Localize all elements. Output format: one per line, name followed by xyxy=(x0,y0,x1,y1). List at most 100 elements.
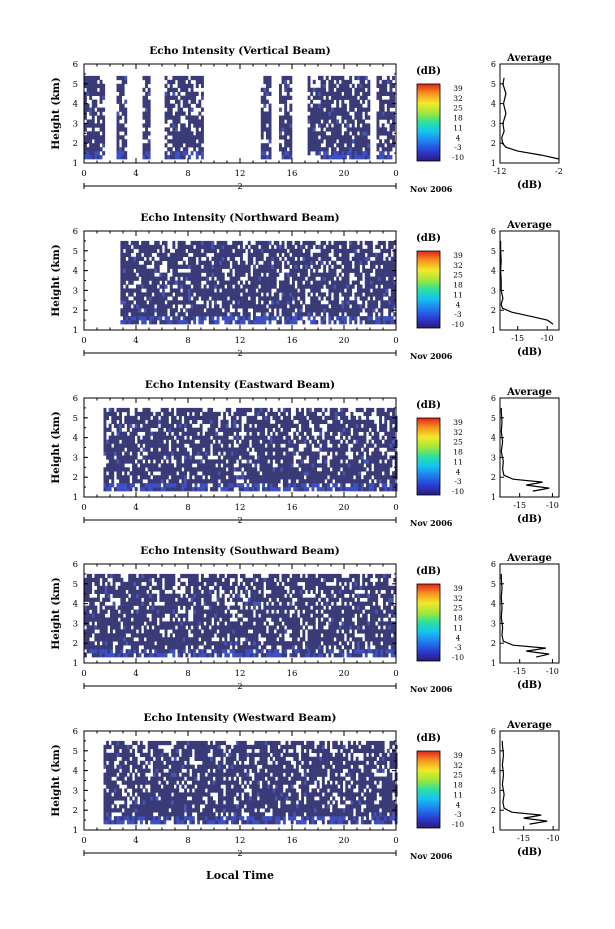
heatmap-cell xyxy=(342,439,346,444)
heatmap-cell xyxy=(359,79,363,85)
heatmap-cell xyxy=(207,411,211,417)
heatmap-cell xyxy=(234,264,238,269)
heatmap-cell xyxy=(318,95,321,100)
heatmap-cell xyxy=(229,256,233,261)
heatmap-cell xyxy=(354,111,358,116)
heatmap-cell xyxy=(334,427,338,432)
heatmap-cell xyxy=(133,256,137,261)
heatmap-cell xyxy=(206,292,210,297)
heatmap-cell xyxy=(359,284,363,289)
heatmap-cell xyxy=(307,316,311,321)
heatmap-cell xyxy=(279,248,282,254)
heatmap-cell xyxy=(306,471,310,476)
heatmap-cell xyxy=(312,276,316,281)
heatmap-cell xyxy=(370,268,373,273)
heatmap-cell xyxy=(271,300,275,305)
heatmap-cell xyxy=(168,459,172,464)
heatmap-cell xyxy=(262,447,265,452)
heatmap-cell xyxy=(383,292,386,297)
heatmap-cell xyxy=(108,459,112,464)
heatmap-cell xyxy=(178,471,182,476)
heatmap-cell xyxy=(126,459,130,464)
heatmap-cell xyxy=(171,415,174,421)
heatmap-cell xyxy=(303,471,307,476)
heatmap-cell xyxy=(124,115,128,120)
heatmap-cell xyxy=(238,407,242,413)
heatmap-cell xyxy=(113,435,117,440)
heatmap-cell xyxy=(164,252,168,258)
heatmap-cell xyxy=(260,99,264,104)
heatmap-cell xyxy=(171,487,174,492)
heatmap-cell xyxy=(150,431,154,436)
heatmap-cell xyxy=(276,288,280,293)
heatmap-cell xyxy=(156,280,160,285)
heatmap-cell xyxy=(189,487,193,492)
heatmap-cell xyxy=(125,240,129,246)
heatmap-cell xyxy=(266,99,269,104)
heatmap-cell xyxy=(97,155,100,160)
heatmap-cell xyxy=(99,83,103,89)
heatmap-cell xyxy=(273,252,277,258)
heatmap-cell xyxy=(190,119,194,124)
heatmap-cell xyxy=(175,135,178,140)
heatmap-cell xyxy=(180,252,184,258)
heatmap-cell xyxy=(331,79,334,85)
heatmap-cell xyxy=(214,280,217,285)
heatmap-cell xyxy=(282,467,286,472)
heatmap-cell xyxy=(228,455,232,460)
heatmap-cell xyxy=(260,131,264,136)
heatmap-cell xyxy=(193,123,197,128)
heatmap-cell xyxy=(249,407,252,413)
heatmap-cell xyxy=(243,443,247,448)
heatmap-cell xyxy=(251,483,255,488)
heatmap-cell xyxy=(258,316,262,321)
heatmap-cell xyxy=(180,240,184,246)
heatmap-cell xyxy=(332,435,336,440)
heatmap-cell xyxy=(332,451,336,456)
heatmap-cell xyxy=(392,443,395,448)
heatmap-cell xyxy=(305,240,308,246)
heatmap-cell xyxy=(293,487,297,492)
heatmap-cell xyxy=(225,407,229,413)
heatmap-cell xyxy=(208,244,212,250)
heatmap-cell xyxy=(152,415,156,421)
heatmap-cell xyxy=(159,296,163,301)
heatmap-cell xyxy=(364,248,368,254)
heatmap-cell xyxy=(351,300,355,305)
heatmap-cell xyxy=(331,155,334,160)
heatmap-cell xyxy=(312,316,316,321)
heatmap-cell xyxy=(337,487,341,492)
heatmap-cell xyxy=(221,292,225,297)
heatmap-cell xyxy=(211,248,215,254)
heatmap-cell xyxy=(371,459,375,464)
heatmap-cell xyxy=(102,95,106,100)
heatmap-cell xyxy=(337,447,341,452)
heatmap-cell xyxy=(86,87,90,93)
heatmap-cell xyxy=(393,252,397,258)
heatmap-cell xyxy=(362,95,366,100)
heatmap-cell xyxy=(145,447,148,452)
heatmap-cell xyxy=(332,483,336,488)
heatmap-cell xyxy=(175,99,178,104)
heatmap-cell xyxy=(384,483,388,488)
heatmap-cell xyxy=(219,272,223,277)
heatmap-cell xyxy=(145,131,148,136)
heatmap-cell xyxy=(315,252,319,258)
heatmap-cell xyxy=(282,439,286,444)
heatmap-cell xyxy=(345,415,349,421)
heatmap-cell xyxy=(254,443,258,448)
heatmap-cell xyxy=(116,423,120,428)
heatmap-cell xyxy=(350,447,354,452)
heatmap-cell xyxy=(392,139,395,144)
heatmap-cell xyxy=(208,260,212,265)
heatmap-cell xyxy=(247,300,251,305)
heatmap-cell xyxy=(315,103,319,108)
heatmap-cell xyxy=(263,75,267,81)
heatmap-cell xyxy=(368,407,372,413)
heatmap-cell xyxy=(346,131,350,136)
heatmap-cell xyxy=(210,459,213,464)
heatmap-cell xyxy=(386,79,390,85)
heatmap-cell xyxy=(191,479,195,484)
heatmap-cell xyxy=(327,423,330,428)
heatmap-cell xyxy=(314,455,317,460)
